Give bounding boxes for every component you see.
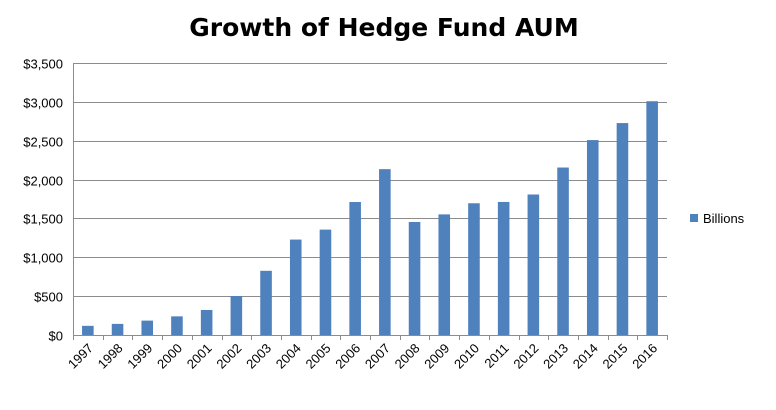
x-tick-label: 2013 — [540, 341, 571, 372]
bar-1998 — [111, 323, 124, 335]
y-tick-label: $3,000 — [23, 96, 63, 111]
x-tick-label: 1998 — [95, 341, 126, 372]
x-tick-label: 2011 — [481, 341, 511, 371]
bar-2015 — [616, 123, 629, 335]
x-axis-tick-labels: 1997199819992000200120022003200420052006… — [65, 341, 660, 372]
legend: Billions — [690, 211, 745, 226]
x-tick-label: 2010 — [451, 341, 482, 372]
bar-2012 — [527, 194, 540, 335]
axes — [73, 63, 668, 340]
bar-2007 — [379, 169, 391, 335]
x-tick-label: 2012 — [510, 341, 541, 372]
bar-2009 — [438, 214, 451, 335]
bar-2011 — [497, 201, 510, 335]
bar-2013 — [557, 167, 569, 335]
x-tick-label: 2006 — [332, 341, 363, 372]
legend-swatch — [690, 214, 698, 222]
x-tick-label: 2001 — [184, 341, 215, 372]
bar-2014 — [586, 140, 599, 335]
chart-title: Growth of Hedge Fund AUM — [189, 13, 578, 42]
bar-2005 — [319, 229, 332, 335]
x-tick-label: 2014 — [570, 341, 601, 372]
y-tick-label: $0 — [49, 329, 63, 344]
bar-2002 — [230, 295, 243, 335]
bar-2016 — [646, 101, 658, 336]
bar-2000 — [171, 316, 183, 335]
y-tick-label: $3,500 — [23, 57, 63, 72]
y-tick-label: $1,000 — [23, 251, 63, 266]
x-tick-label: 2008 — [392, 341, 423, 372]
x-tick-label: 2004 — [273, 341, 304, 372]
x-tick-label: 2005 — [303, 341, 334, 372]
bar-2006 — [349, 202, 361, 335]
bars — [82, 101, 658, 336]
y-tick-label: $2,500 — [23, 135, 63, 150]
x-tick-label: 2015 — [600, 341, 631, 372]
bar-2010 — [468, 203, 480, 335]
bar-1997 — [82, 325, 94, 335]
bar-2004 — [289, 239, 302, 335]
bar-2003 — [260, 270, 272, 335]
bar-2001 — [200, 309, 213, 335]
x-tick-label: 1999 — [124, 341, 155, 372]
x-tick-label: 2003 — [243, 341, 274, 372]
y-tick-label: $2,000 — [23, 174, 63, 189]
bar-1999 — [141, 320, 154, 335]
y-tick-label: $500 — [34, 290, 63, 305]
y-tick-label: $1,500 — [23, 212, 63, 227]
x-tick-label: 2002 — [213, 341, 244, 372]
x-tick-label: 2000 — [154, 341, 185, 372]
legend-label: Billions — [703, 211, 745, 226]
x-tick-label: 2016 — [629, 341, 660, 372]
x-tick-label: 2007 — [362, 341, 393, 372]
x-tick-label: 2009 — [421, 341, 452, 372]
bar-2008 — [408, 222, 421, 335]
gridlines — [73, 63, 667, 297]
x-tick-label: 1997 — [65, 341, 96, 372]
y-axis-tick-labels: $0 $500 $1,000 $1,500 $2,000 $2,500 $3,000 $3,5… — [23, 57, 63, 344]
